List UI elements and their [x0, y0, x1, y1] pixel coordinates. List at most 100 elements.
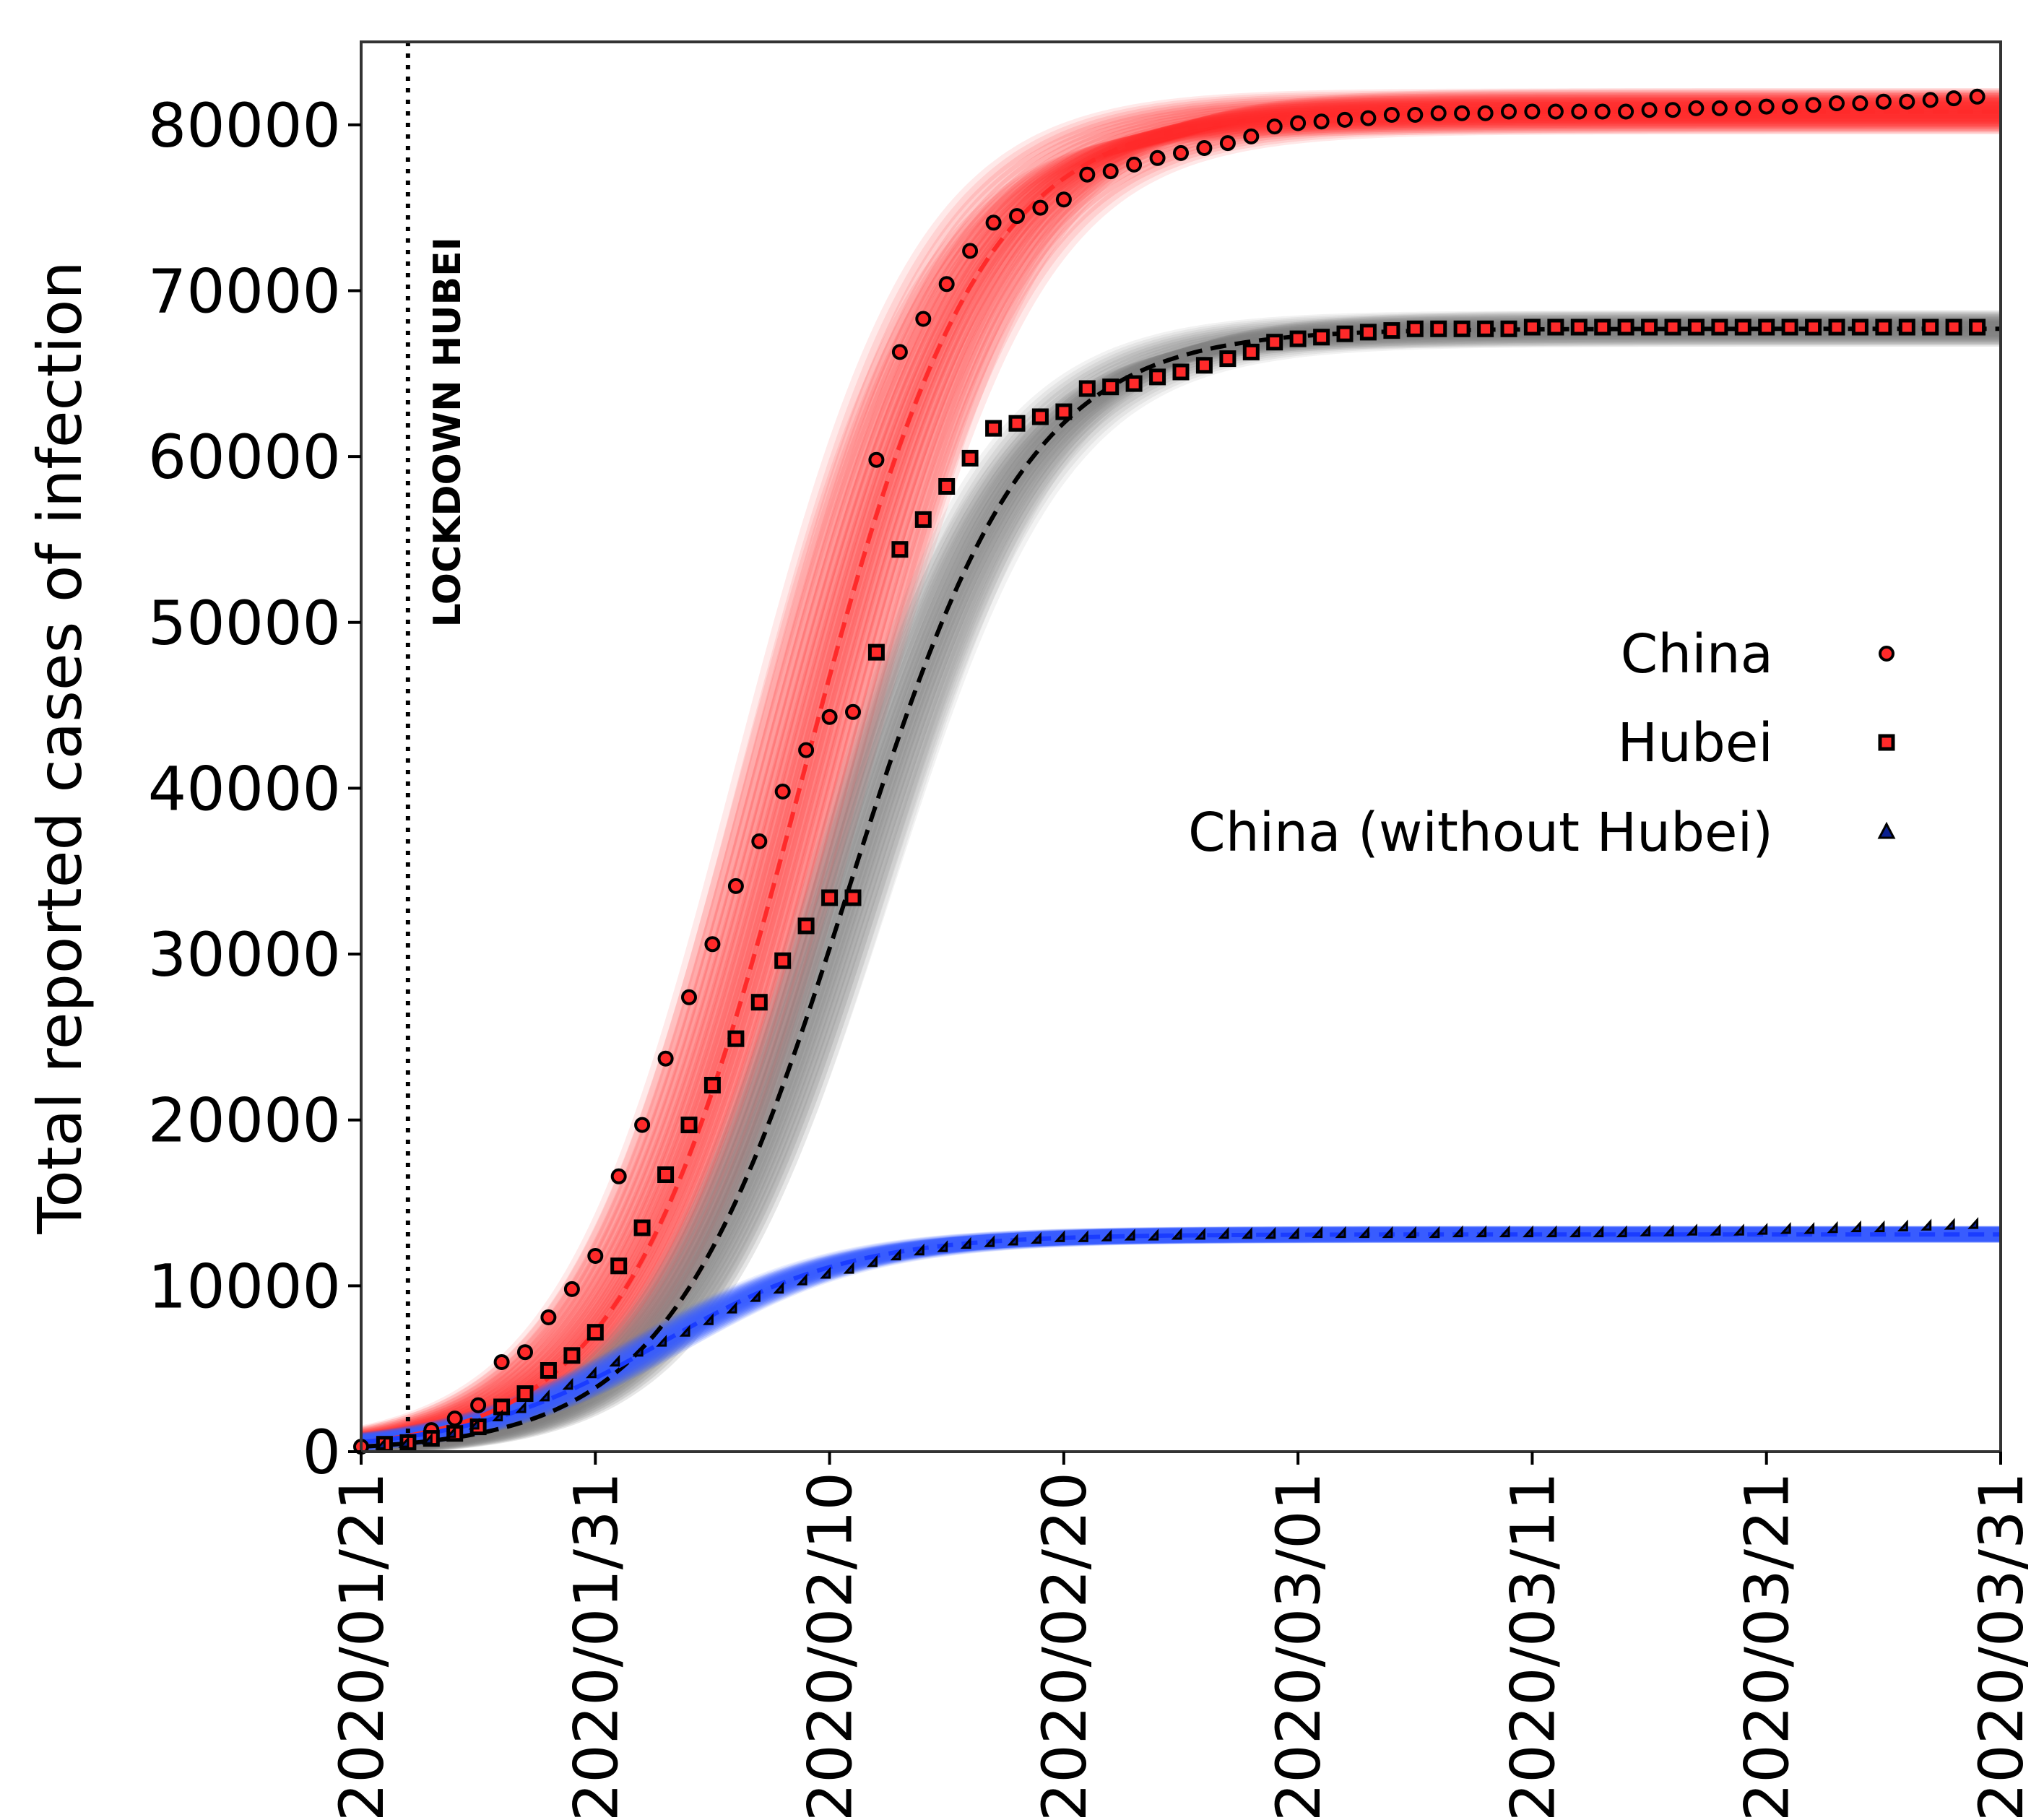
data-point [1850, 1220, 1861, 1233]
data-point [563, 1347, 581, 1364]
data-point [1054, 1230, 1065, 1242]
y-tick-label: 50000 [148, 588, 341, 659]
data-point [867, 644, 885, 661]
data-point [1430, 105, 1447, 121]
data-point [1711, 100, 1728, 116]
data-point [1829, 95, 1845, 111]
data-point [1944, 1218, 1955, 1230]
data-point [985, 214, 1002, 231]
data-point [515, 1401, 527, 1413]
data-point [1032, 199, 1049, 216]
x-tick-label: 2020/03/01 [1263, 1472, 1334, 1820]
data-point [1476, 1225, 1487, 1238]
data-point [1757, 1223, 1768, 1235]
data-point [1218, 1226, 1229, 1239]
data-point [1618, 103, 1634, 120]
data-point [1665, 102, 1681, 118]
data-point [1664, 318, 1681, 336]
data-point [517, 1344, 533, 1361]
band-curve [361, 96, 2001, 1446]
band-curve [361, 111, 2001, 1452]
band-curve [361, 114, 2001, 1444]
fit-curve-china-fit [361, 109, 2001, 1444]
data-point [821, 889, 839, 906]
data-point [726, 1301, 737, 1314]
y-tick-label: 60000 [148, 422, 341, 493]
data-point [962, 243, 979, 259]
data-point [913, 1243, 924, 1256]
band-curve [361, 113, 2001, 1446]
data-point [375, 1437, 386, 1450]
data-point [1875, 318, 1892, 336]
data-point [539, 1389, 550, 1402]
data-point [540, 1309, 557, 1325]
legend-marker-square [1878, 734, 1895, 751]
data-point [727, 878, 744, 894]
data-point [398, 1436, 410, 1448]
band-curve [361, 91, 2001, 1443]
data-point [1312, 1226, 1323, 1239]
data-point [844, 889, 862, 906]
band-curve [361, 109, 2001, 1452]
data-point [468, 1417, 480, 1430]
data-point [1899, 93, 1915, 110]
band-curve [361, 310, 2001, 1452]
band-curve [361, 332, 2001, 1452]
data-point [749, 1290, 761, 1302]
data-point [1874, 1220, 1885, 1233]
data-point [516, 1385, 534, 1403]
data-point [1711, 318, 1728, 336]
band-curve [361, 118, 2001, 1442]
data-point [915, 311, 932, 327]
data-point [703, 1077, 721, 1093]
data-point [1969, 88, 1985, 105]
legend-label: China (without Hubei) [1188, 802, 1773, 864]
data-point [1008, 415, 1026, 432]
data-point [1289, 330, 1307, 347]
data-point [680, 1117, 698, 1134]
data-point [890, 1248, 901, 1261]
data-point [1758, 98, 1775, 115]
data-point [1266, 118, 1283, 135]
data-point [470, 1397, 487, 1413]
data-point [703, 1313, 714, 1325]
data-point [1781, 318, 1798, 336]
data-point [1569, 1225, 1580, 1238]
data-point [1780, 1222, 1791, 1234]
data-point [1967, 1217, 1979, 1229]
data-point [1477, 320, 1494, 337]
data-point [1079, 166, 1096, 183]
x-tick-label: 2020/03/11 [1497, 1472, 1568, 1820]
data-point [1453, 320, 1471, 337]
data-point [540, 1362, 557, 1379]
data-point [1687, 318, 1705, 336]
data-point [1452, 1225, 1463, 1238]
data-point [679, 1325, 690, 1337]
data-point [1241, 1226, 1252, 1239]
x-tick-label: 2020/03/21 [1732, 1472, 1803, 1820]
data-point [1827, 1221, 1838, 1234]
band-curve [361, 93, 2001, 1444]
legend: China Hubei China (without Hubei) [1188, 623, 1896, 864]
y-tick-label: 40000 [148, 753, 341, 824]
data-point [1336, 325, 1354, 342]
series-china [353, 88, 1985, 1455]
data-point [1547, 318, 1564, 336]
data-point [891, 344, 908, 360]
data-point [610, 1168, 627, 1184]
data-point [1922, 92, 1939, 108]
data-point [914, 511, 932, 528]
data-point [1077, 1230, 1088, 1242]
data-point [845, 703, 861, 720]
data-point [868, 451, 885, 468]
data-point [1593, 1225, 1604, 1238]
band-curve [361, 331, 2001, 1452]
data-point [1313, 113, 1330, 130]
data-point [798, 742, 815, 758]
data-point [632, 1344, 644, 1357]
data-point [1828, 318, 1845, 336]
y-tick-label: 10000 [148, 1251, 341, 1322]
data-point [773, 1281, 784, 1294]
band-curve [361, 329, 2001, 1452]
band-curve [361, 88, 2001, 1440]
